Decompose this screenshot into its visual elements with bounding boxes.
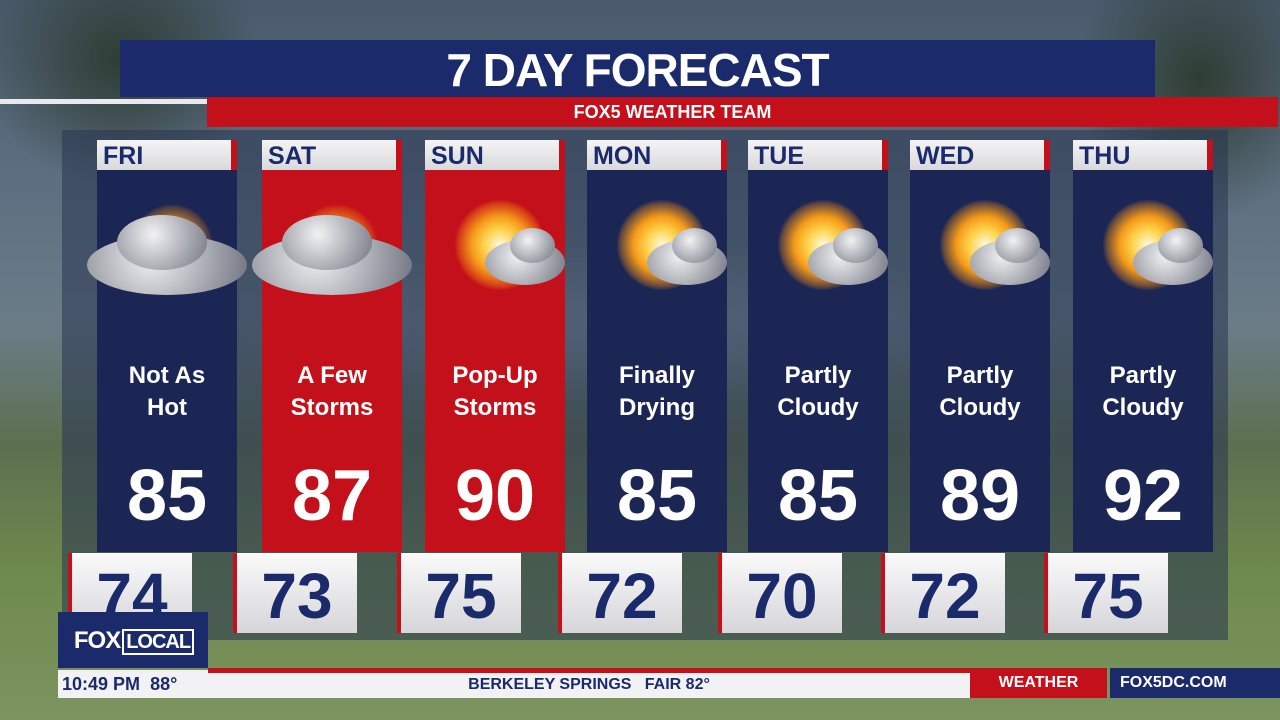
logo-local: LOCAL: [122, 629, 195, 655]
day-column-wed: WED Partly Cloudy 89: [910, 140, 1050, 552]
storm-cloud-icon: [252, 190, 412, 310]
condition-line-1: Partly: [1109, 362, 1177, 389]
low-temp: 70: [718, 553, 842, 633]
low-temp: 73: [233, 553, 357, 633]
day-label: FRI: [97, 140, 237, 170]
low-temp: 72: [558, 553, 682, 633]
current-temp: 88°: [150, 674, 178, 694]
high-temp: 85: [126, 456, 208, 536]
ticker-crawl: BERKELEY SPRINGS FAIR 82°: [208, 668, 970, 698]
day-panel: Partly Cloudy 92: [1073, 170, 1213, 552]
condition-text: Pop-Up Storms: [425, 360, 565, 424]
condition-line-2: Cloudy: [1102, 394, 1184, 421]
condition-line-1: Finally: [618, 362, 696, 389]
current-time: 10:49 PM: [62, 674, 141, 694]
day-label: MON: [587, 140, 727, 170]
day-column-sun: SUN Pop-Up Storms 90: [425, 140, 565, 552]
partly-cloudy-icon: [900, 190, 1060, 310]
fox-local-logo: FOX LOCAL: [58, 612, 208, 668]
condition-line-1: Not As: [128, 362, 206, 389]
condition-text: Partly Cloudy: [1073, 360, 1213, 424]
weather-team-banner: FOX5 WEATHER TEAM: [207, 97, 1278, 127]
day-panel: Partly Cloudy 85: [748, 170, 888, 552]
day-panel: Pop-Up Storms 90: [425, 170, 565, 552]
condition-line-2: Cloudy: [939, 394, 1021, 421]
condition-line-1: Partly: [784, 362, 852, 389]
low-temp: 72: [881, 553, 1005, 633]
low-temp: 75: [397, 553, 521, 633]
day-column-sat: SAT A Few Storms 87: [252, 140, 412, 552]
low-temp: 75: [1044, 553, 1168, 633]
cloud-sun-icon: [577, 190, 737, 310]
day-column-tue: TUE Partly Cloudy 85: [748, 140, 888, 552]
condition-line-1: A Few: [297, 362, 367, 389]
condition-text: A Few Storms: [262, 360, 402, 424]
divider: [0, 99, 207, 104]
condition-line-2: Storms: [290, 394, 374, 421]
partly-cloudy-icon: [738, 190, 898, 310]
logo-fox: FOX: [73, 627, 121, 654]
high-temp: 85: [616, 456, 698, 536]
condition-line-1: Partly: [946, 362, 1014, 389]
condition-line-2: Drying: [618, 394, 695, 421]
day-label: WED: [910, 140, 1050, 170]
thunderstorm-partly-sunny-icon: [87, 190, 247, 310]
day-column-thu: THU Partly Cloudy 92: [1073, 140, 1213, 552]
sun-cloud-icon: [415, 190, 575, 310]
day-column-mon: MON Finally Drying 85: [587, 140, 727, 552]
day-label: SAT: [262, 140, 402, 170]
high-temp: 87: [291, 456, 373, 536]
condition-text: Partly Cloudy: [910, 360, 1050, 424]
website-label: FOX5DC.COM: [1110, 668, 1280, 698]
forecast-title: 7 DAY FORECAST: [120, 40, 1155, 97]
day-label: THU: [1073, 140, 1213, 170]
condition-text: Not As Hot: [97, 360, 237, 424]
condition-line-1: Pop-Up: [452, 362, 538, 389]
condition-text: Finally Drying: [587, 360, 727, 424]
day-label: TUE: [748, 140, 888, 170]
day-panel: Partly Cloudy 89: [910, 170, 1050, 552]
day-column-fri: FRI Not As Hot 85: [87, 140, 247, 552]
section-label: WEATHER: [970, 668, 1107, 698]
condition-line-2: Storms: [453, 394, 537, 421]
condition-text: Partly Cloudy: [748, 360, 888, 424]
time-temp: 10:49 PM 88°: [58, 670, 208, 698]
condition-line-2: Hot: [147, 394, 187, 421]
high-temp: 92: [1102, 456, 1184, 536]
partly-cloudy-icon: [1063, 190, 1223, 310]
day-panel: Not As Hot 85: [87, 170, 247, 552]
condition-line-2: Cloudy: [777, 394, 859, 421]
day-label: SUN: [425, 140, 565, 170]
high-temp: 89: [939, 456, 1021, 536]
high-temp: 85: [777, 456, 859, 536]
day-panel: A Few Storms 87: [252, 170, 412, 552]
news-ticker: 10:49 PM 88° BERKELEY SPRINGS FAIR 82° W…: [58, 668, 1280, 698]
day-panel: Finally Drying 85: [587, 170, 727, 552]
high-temp: 90: [454, 456, 536, 536]
